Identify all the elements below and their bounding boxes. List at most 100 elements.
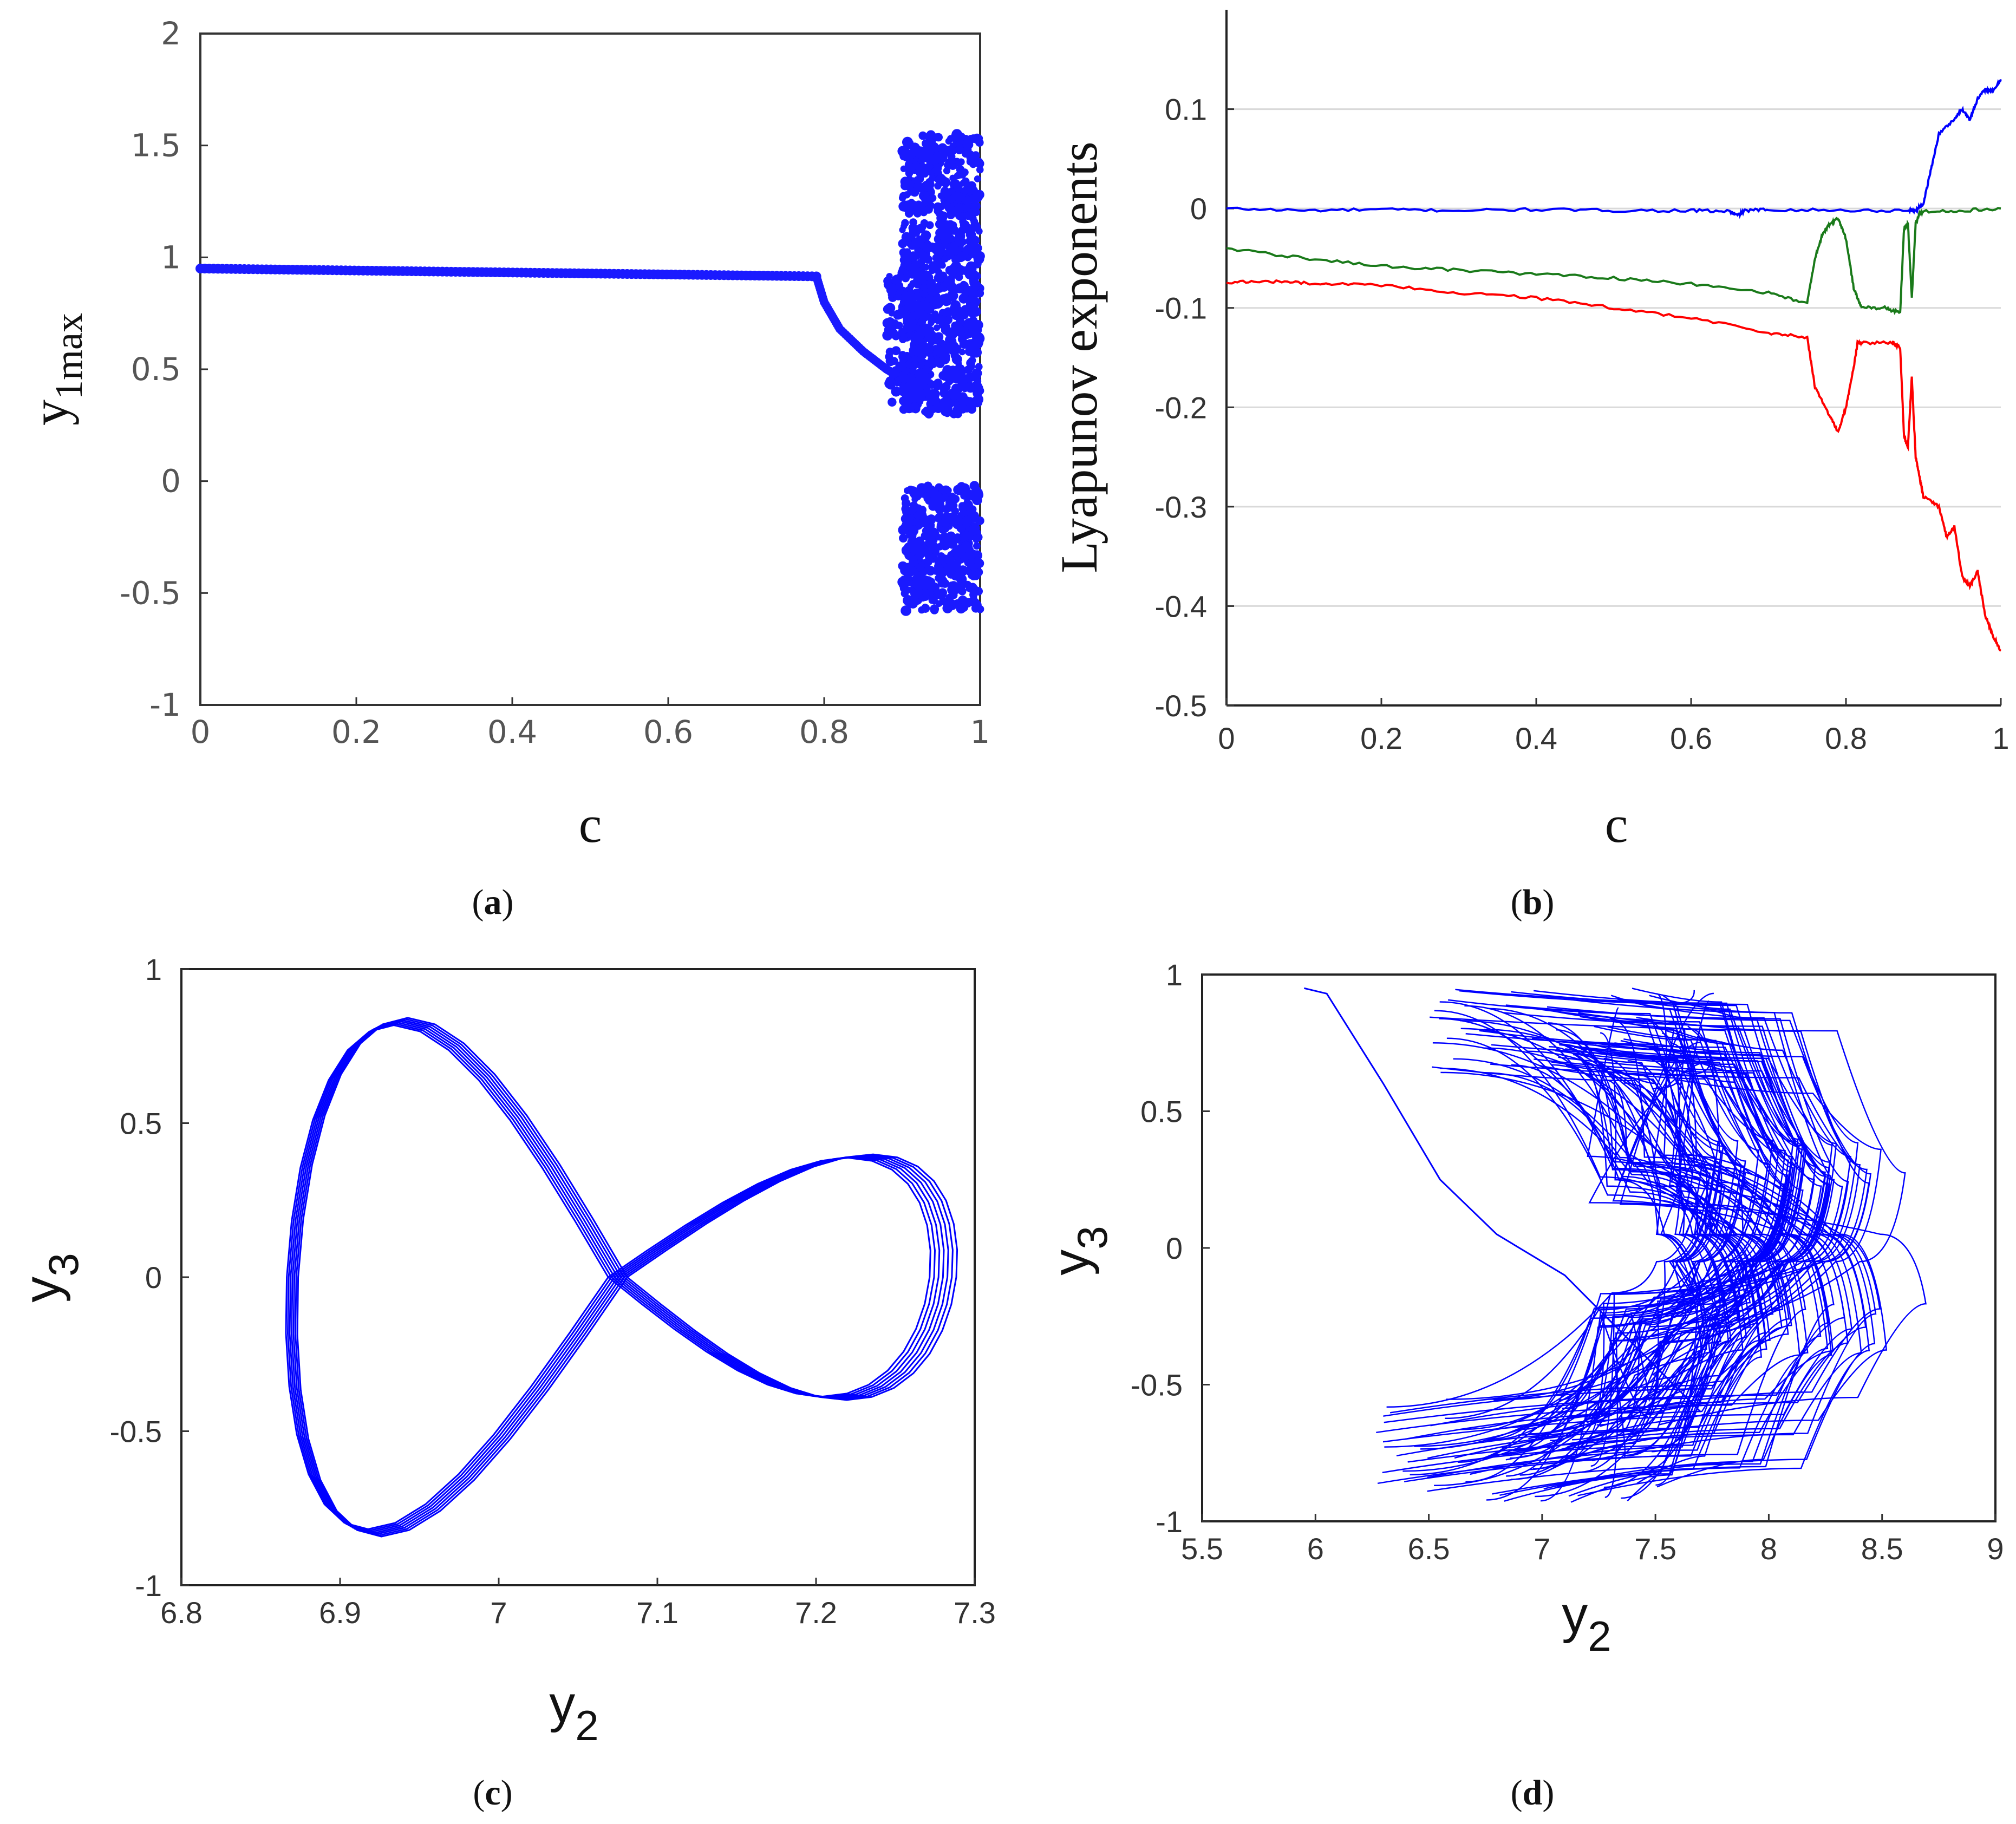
panel-b-y-tick-label: -0.2 [1155,390,1208,424]
panel-d: 5.5 6 6.5 7 7.5 8 8.5 9 -1 -0.5 0 0.5 1 y2 y3 (d) [1042,958,2004,1813]
attractor-trajectory [1492,1045,1835,1495]
panel-b-plot-area [1226,10,2001,705]
chaotic-point-upper [907,283,915,290]
panel-d-y-ticks: -1 -0.5 0 0.5 1 [1131,958,1210,1539]
attractor-trajectory [1511,1048,1711,1480]
chaotic-point-upper [924,359,932,368]
attractor-trajectory [295,1018,954,1537]
chaotic-point-lower [949,590,956,597]
attractor-trajectory [1407,1005,1862,1463]
chaotic-point-lower [944,487,952,494]
chaotic-point-upper [957,380,968,391]
attractor-trajectory [1572,998,1861,1441]
chaotic-point-upper [910,187,919,197]
panel-a-y-ticks: -1 -0.5 0 0.5 1 1.5 2 [120,15,208,723]
chaotic-point-upper [970,218,978,226]
attractor-trajectory [286,1023,936,1532]
panel-b-y-ticks: -0.5 -0.4 -0.3 -0.2 -0.1 0 0.1 [1155,93,1234,723]
chaotic-point-upper [919,242,927,250]
chaotic-point-upper [918,131,928,140]
panel-d-x-tick-label: 9 [1987,1532,2004,1566]
chaotic-point-lower [975,518,983,525]
chaotic-point-upper [916,389,927,400]
chaotic-point-upper [921,323,932,335]
chaotic-point-upper [895,282,904,290]
attractor-trajectory [1652,1036,1851,1453]
chaotic-point-upper [961,266,970,276]
panel-c-y-axis-label: y3 [13,1253,87,1302]
chaotic-point-upper [944,278,955,289]
chaotic-point-upper [940,177,951,188]
chaotic-point-upper [921,139,930,148]
attractor-trajectory [1587,1019,1881,1420]
chaotic-point-lower [935,499,945,509]
attractor-trajectory [1460,1004,1849,1430]
attractor-trajectory [1541,1047,1779,1502]
chaotic-point-lower [955,585,964,594]
attractor-trajectory [1404,1028,1806,1482]
chaotic-point-upper [972,208,980,217]
chaotic-point-upper [901,273,910,283]
panel-a-y-tick-label: 0.5 [131,351,181,388]
attractor-trajectory [1616,994,1746,1436]
chaotic-point-lower [901,605,911,616]
panel-a-x-tick-label: 0.6 [643,714,693,750]
panel-d-y-tick-label: -0.5 [1131,1368,1183,1402]
panel-c-y-tick-label: -1 [135,1568,162,1603]
panel-c-x-axis-label: y2 [549,1675,598,1749]
chaotic-point-upper [903,322,914,332]
chaotic-point-upper [948,369,957,378]
chaotic-point-lower [941,525,950,533]
chaotic-point-upper [882,318,892,328]
panel-d-x-tick-label: 8 [1760,1532,1777,1566]
chaotic-point-lower [937,589,947,599]
panel-b-x-tick-label: 1 [1992,721,2009,755]
chaotic-point-upper [975,251,985,261]
chaotic-point-upper [972,385,982,395]
chaotic-point-upper [899,298,908,306]
chaotic-point-upper [891,386,902,397]
chaotic-point-upper [975,363,983,371]
chaotic-point-upper [897,146,908,156]
panel-b-x-tick-label: 0 [1218,721,1235,755]
chaotic-point-upper [939,339,946,347]
attractor-trajectory [1445,1063,1868,1420]
chaotic-point-lower [921,515,930,525]
chaotic-point-upper [930,389,940,399]
attractor-trajectory [1502,1006,1859,1449]
chaotic-point-lower [962,515,973,526]
chaotic-point-lower [946,558,956,567]
chaotic-point-upper [941,241,949,249]
attractor-trajectory [1548,1025,1760,1422]
chaotic-point-upper [976,166,984,174]
chaotic-point-upper [932,133,941,141]
chaotic-point-lower [917,546,928,557]
chaotic-point-lower [947,567,956,575]
panel-c-y-tick-label: 1 [145,952,162,986]
attractor-trajectory [1427,1047,1726,1459]
panel-a-x-tick-label: 1 [970,714,990,750]
chaotic-point-lower [899,533,908,543]
panel-a-y-tick-label: 1.5 [131,127,181,164]
panel-d-y-tick-label: -1 [1156,1505,1183,1539]
chaotic-point-upper [958,397,968,407]
panel-d-attractor [1304,987,1927,1503]
chaotic-point-upper [921,230,931,241]
attractor-trajectory [289,1022,941,1533]
chaotic-point-lower [958,596,967,604]
lyapunov-series-le2 [1226,207,2001,315]
chaotic-point-upper [917,318,927,326]
panel-b-y-tick-label: -0.1 [1155,291,1208,325]
panel-c-x-tick-label: 7 [490,1596,507,1630]
chaotic-point-upper [949,162,957,170]
lyapunov-series-le3 [1226,279,2002,652]
chaotic-point-lower [976,605,984,613]
chaotic-point-upper [909,241,916,249]
chaotic-point-lower [921,604,930,613]
chaotic-point-lower [968,491,979,501]
panel-c-x-ticks: 6.8 6.9 7 7.1 7.2 7.3 [160,1578,996,1630]
chaotic-point-lower [902,499,911,508]
chaotic-point-upper [900,356,908,363]
chaotic-point-upper [904,200,915,211]
panel-c-attractor [285,1017,958,1538]
